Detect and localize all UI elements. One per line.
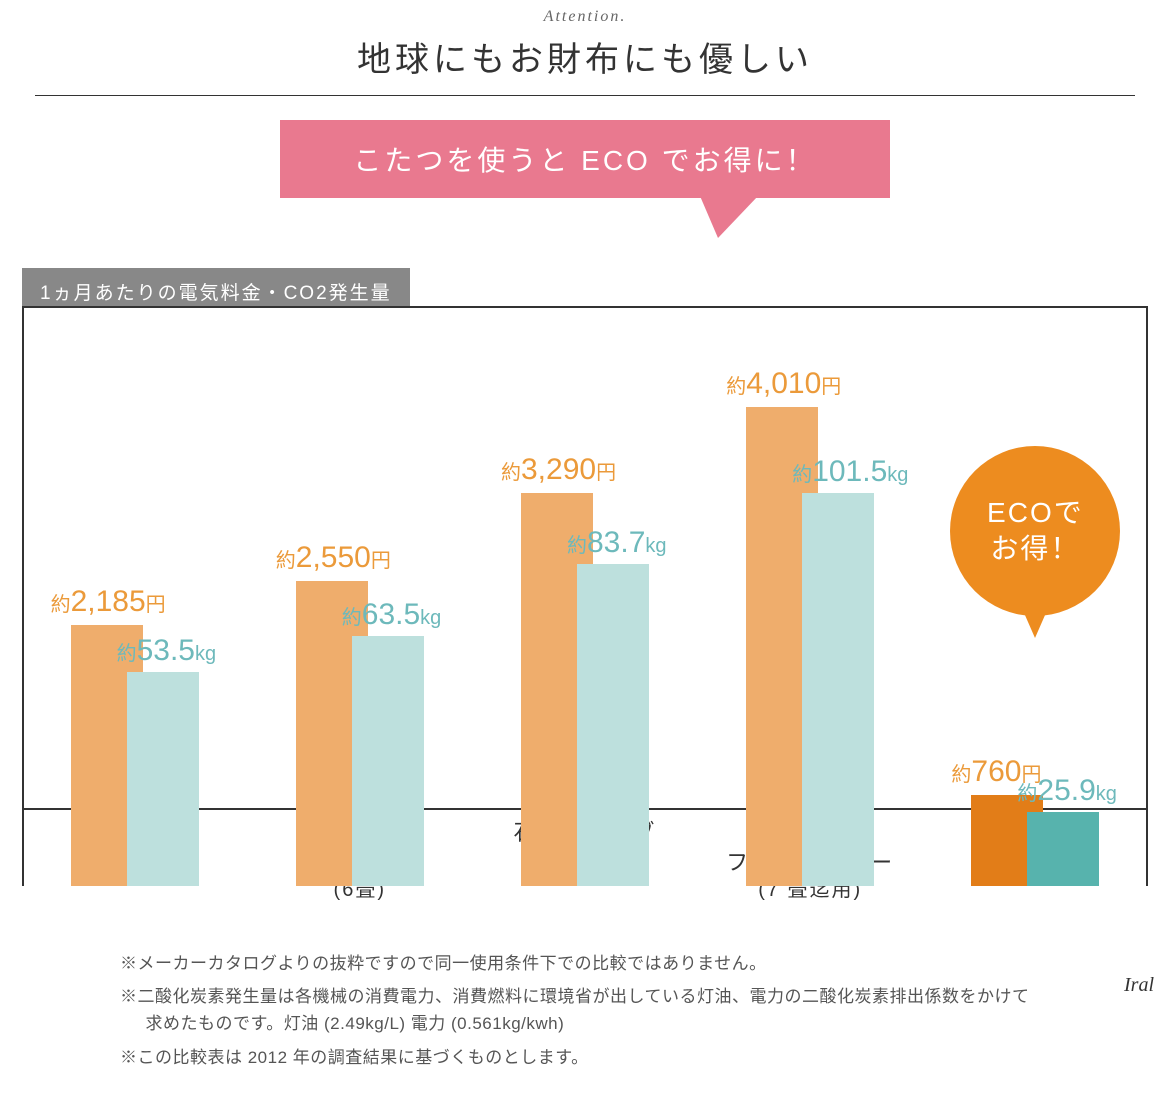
bar-group: 約2,185円約53.5kg <box>22 306 247 886</box>
co2-bar <box>1027 812 1099 886</box>
eco-badge: ECOでお得！ <box>950 446 1120 616</box>
co2-bar <box>127 672 199 886</box>
co2-bar <box>577 564 649 886</box>
footnote-line: ※この比較表は 2012 年の調査結果に基づくものとします。 <box>120 1044 1040 1071</box>
speech-bubble: こたつを使うと ECO でお得に！ <box>280 120 890 198</box>
co2-value-label: 約101.5kg <box>792 455 908 489</box>
bar-group: 約2,550円約63.5kg <box>247 306 472 886</box>
footnote-line: ※メーカーカタログよりの抜粋ですので同一使用条件下での比較ではありません。 <box>120 950 1040 977</box>
cost-value-label: 約2,185円 <box>51 585 166 619</box>
eco-badge-tail <box>1021 606 1049 638</box>
bar-group: 約4,010円約101.5kg <box>698 306 923 886</box>
co2-value-label: 約83.7kg <box>567 526 667 560</box>
speech-bubble-tail <box>700 196 758 238</box>
watermark: Iral <box>1124 974 1154 997</box>
bar-group: 約3,290円約83.7kg <box>472 306 697 886</box>
co2-bar <box>352 636 424 886</box>
co2-bar <box>802 493 874 886</box>
footnotes: ※メーカーカタログよりの抜粋ですので同一使用条件下での比較ではありません。 ※二酸… <box>120 950 1040 1077</box>
attention-text: Attention. <box>0 8 1170 26</box>
co2-value-label: 約63.5kg <box>342 598 442 632</box>
chart-bars-area: 約2,185円約53.5kg約2,550円約63.5kg約3,290円約83.7… <box>22 306 1148 886</box>
co2-value-label: 約25.9kg <box>1017 774 1117 808</box>
cost-value-label: 約2,550円 <box>276 541 391 575</box>
footnote-line: ※二酸化炭素発生量は各機械の消費電力、消費燃料に環境省が出している灯油、電力の二… <box>120 983 1040 1037</box>
cost-value-label: 約4,010円 <box>726 367 841 401</box>
cost-value-label: 約3,290円 <box>501 453 616 487</box>
co2-value-label: 約53.5kg <box>117 634 217 668</box>
page-title: 地球にもお財布にも優しい <box>0 32 1170 81</box>
